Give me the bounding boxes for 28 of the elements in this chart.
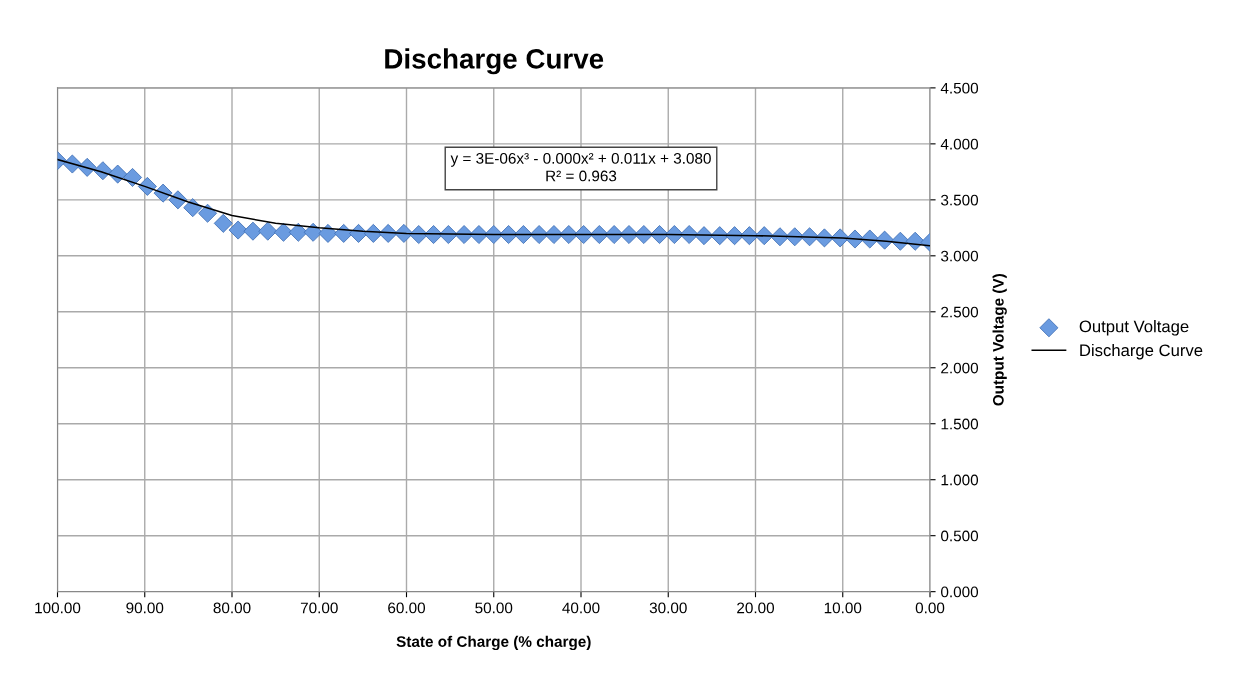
y-tick-label: 3.000 xyxy=(941,250,979,262)
y-tick-label: 0.500 xyxy=(941,530,979,542)
x-tick-label: 20.00 xyxy=(737,602,775,614)
x-tick-label: 10.00 xyxy=(824,602,862,614)
x-axis-title: State of Charge (% charge) xyxy=(396,635,591,651)
x-tick-label: 30.00 xyxy=(649,602,687,614)
y-tick-label: 4.000 xyxy=(940,138,979,150)
x-tick-label: 40.00 xyxy=(562,602,600,614)
y-axis-title: Output Voltage (V) xyxy=(992,274,1007,406)
x-tick-label: 90.00 xyxy=(126,602,164,614)
annotation: y = 3E-06x³ - 0.000x² + 0.011x + 3.080 xyxy=(450,152,711,167)
x-tick-label: 70.00 xyxy=(300,602,338,614)
x-tick-label: 50.00 xyxy=(475,602,513,614)
y-tick-label: 3.500 xyxy=(941,194,979,206)
chart-title: Discharge Curve xyxy=(385,48,604,75)
x-tick-label: 80.00 xyxy=(213,602,251,614)
y-tick-label: 4.500 xyxy=(940,82,979,94)
y-tick-label: 1.000 xyxy=(941,474,979,486)
x-tick-label: 100.00 xyxy=(35,602,81,614)
y-tick-label: 2.000 xyxy=(941,362,979,374)
y-tick-label: 1.500 xyxy=(941,418,979,430)
legend-label: Discharge Curve xyxy=(1080,343,1203,360)
annotation: R² = 0.963 xyxy=(546,170,617,182)
x-tick-label: 0.00 xyxy=(915,602,945,614)
x-tick-label: 60.00 xyxy=(388,602,426,614)
y-tick-label: 2.500 xyxy=(941,306,979,318)
legend-label: Output Voltage xyxy=(1079,320,1189,336)
y-tick-label: 0.000 xyxy=(941,586,979,598)
